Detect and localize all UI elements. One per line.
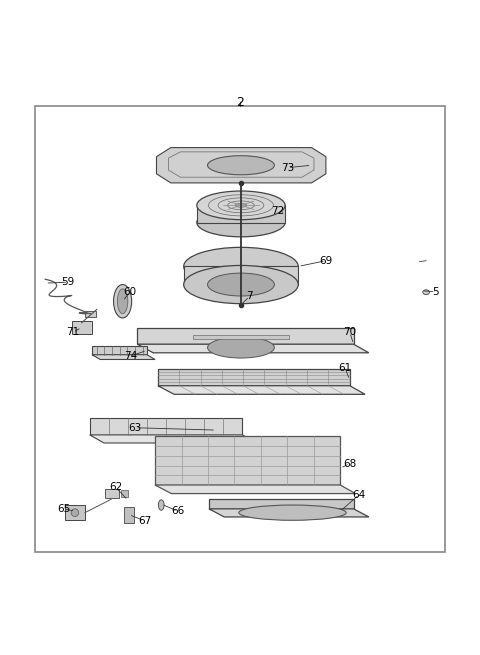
Text: 65: 65 <box>57 504 70 514</box>
Text: 68: 68 <box>343 458 356 468</box>
Bar <box>121 490 128 497</box>
Ellipse shape <box>207 156 275 175</box>
Polygon shape <box>90 418 242 435</box>
Ellipse shape <box>197 208 285 237</box>
Ellipse shape <box>197 191 285 219</box>
Polygon shape <box>155 485 356 494</box>
Polygon shape <box>184 267 298 284</box>
Ellipse shape <box>184 248 298 286</box>
Text: 60: 60 <box>124 287 137 297</box>
Ellipse shape <box>71 509 79 517</box>
Ellipse shape <box>114 284 132 318</box>
Polygon shape <box>158 386 365 394</box>
Ellipse shape <box>117 289 128 314</box>
Bar <box>193 335 288 339</box>
Ellipse shape <box>423 290 430 295</box>
Text: 73: 73 <box>281 162 294 173</box>
Ellipse shape <box>158 500 164 510</box>
Polygon shape <box>209 509 369 517</box>
Polygon shape <box>158 369 350 386</box>
Text: 66: 66 <box>171 506 185 516</box>
Polygon shape <box>92 355 155 360</box>
Polygon shape <box>155 436 340 485</box>
Polygon shape <box>92 346 147 355</box>
Bar <box>124 507 133 523</box>
Polygon shape <box>137 328 354 345</box>
Polygon shape <box>137 345 369 353</box>
Polygon shape <box>209 499 354 509</box>
Bar <box>72 322 92 333</box>
Text: 5: 5 <box>432 287 439 297</box>
Text: 70: 70 <box>343 328 356 337</box>
Ellipse shape <box>239 505 346 520</box>
Text: 74: 74 <box>124 351 137 361</box>
Text: 59: 59 <box>61 277 75 287</box>
Bar <box>106 489 119 498</box>
Ellipse shape <box>184 265 298 304</box>
Text: 7: 7 <box>246 291 253 301</box>
Text: 64: 64 <box>353 489 366 500</box>
Text: 62: 62 <box>109 482 122 493</box>
Bar <box>65 505 85 520</box>
Ellipse shape <box>207 337 275 358</box>
Ellipse shape <box>207 273 275 296</box>
Text: 71: 71 <box>66 328 80 337</box>
Text: 69: 69 <box>319 255 333 266</box>
Text: 2: 2 <box>236 96 244 109</box>
Text: 72: 72 <box>272 206 285 215</box>
Polygon shape <box>156 147 326 183</box>
Text: 61: 61 <box>338 363 352 373</box>
Polygon shape <box>90 435 257 443</box>
Polygon shape <box>197 205 285 223</box>
Text: 63: 63 <box>128 422 142 433</box>
Text: 67: 67 <box>138 515 151 526</box>
Bar <box>85 310 96 317</box>
Bar <box>35 105 445 552</box>
